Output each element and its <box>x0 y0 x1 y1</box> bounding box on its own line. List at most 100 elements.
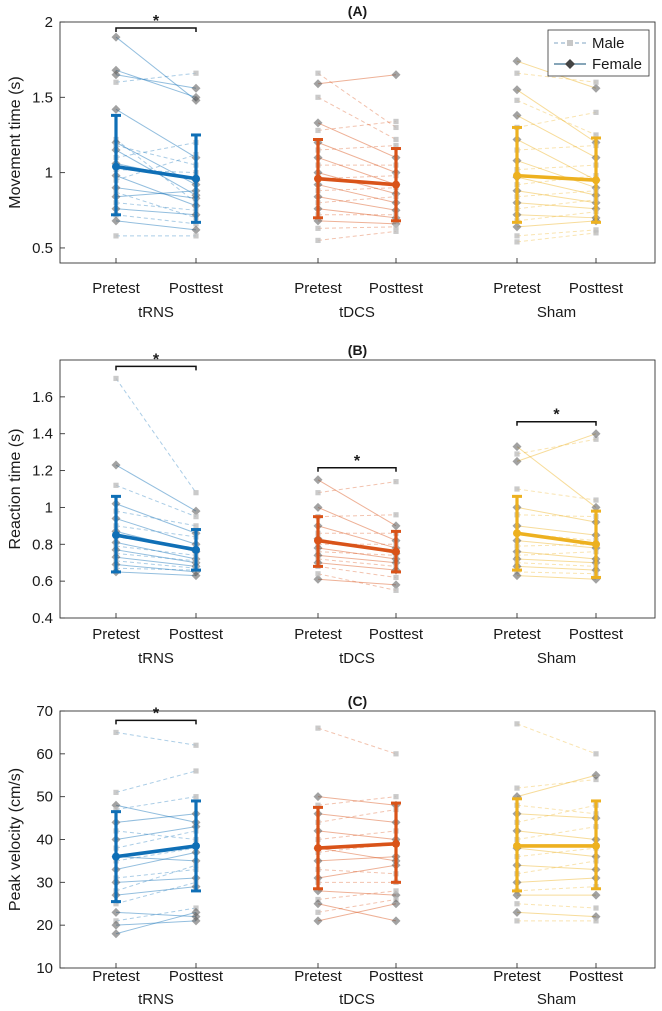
subject-line-male <box>516 543 597 547</box>
subject-point-male <box>393 512 399 518</box>
subject-point-male <box>315 725 321 731</box>
subject-line-female <box>317 578 397 586</box>
subject-line-female <box>317 479 397 527</box>
y-tick-label: 40 <box>36 832 53 849</box>
subject-line-male <box>317 196 397 204</box>
subject-line-male <box>516 199 597 210</box>
subject-line-male <box>317 830 397 840</box>
subject-point-female <box>591 83 601 93</box>
subject-point-male <box>393 228 399 234</box>
subject-line-male <box>516 860 597 875</box>
subject-line-female <box>516 433 597 462</box>
subject-line-male <box>317 187 397 192</box>
subject-point-male <box>514 486 520 492</box>
subject-line-male <box>516 514 597 518</box>
subject-line-female <box>317 903 397 922</box>
subject-line-male <box>115 553 197 562</box>
subject-line-female <box>516 911 597 918</box>
subject-line-male <box>516 488 597 501</box>
subject-line-female <box>317 74 397 85</box>
group-label: tDCS <box>339 304 375 321</box>
group-label: tRNS <box>138 991 174 1008</box>
subject-point-female <box>111 104 121 114</box>
subject-line-male <box>516 229 597 237</box>
subject-point-male <box>113 901 119 907</box>
subject-point-male <box>593 905 599 911</box>
subject-point-female <box>313 792 323 802</box>
subject-line-female <box>115 503 197 534</box>
mean-line <box>317 176 397 187</box>
panel-title: (A) <box>348 3 367 19</box>
x-tick-label: Pretest <box>294 280 342 297</box>
subject-line-female <box>317 196 397 211</box>
subject-point-female <box>191 83 201 93</box>
subject-point-male <box>593 227 599 233</box>
plot-frame <box>59 359 656 619</box>
subject-line-male <box>317 226 397 229</box>
subject-point-male <box>393 794 399 800</box>
subject-line-male <box>115 864 197 892</box>
mean-point <box>392 547 400 556</box>
x-tick-label: Posttest <box>569 280 624 297</box>
subject-line-female <box>115 208 197 216</box>
subject-line-female <box>516 565 597 571</box>
mean-point <box>112 852 120 861</box>
subject-point-female <box>313 502 323 512</box>
subject-line-male <box>115 484 197 518</box>
subject-point-male <box>113 79 119 85</box>
mean-point <box>392 180 400 189</box>
subject-line-female <box>115 911 197 918</box>
subject-line-female <box>115 69 197 98</box>
subject-point-female <box>512 56 522 66</box>
subject-line-male <box>317 558 397 567</box>
subject-point-male <box>113 806 119 813</box>
subject-point-male <box>514 451 520 457</box>
subject-point-female <box>512 442 522 452</box>
subject-line-female <box>115 851 197 870</box>
mean-point <box>513 529 521 538</box>
subject-point-female <box>111 929 121 939</box>
series-tDCS <box>313 475 401 593</box>
mean-point <box>314 536 322 545</box>
y-tick-label: 0.8 <box>32 536 53 553</box>
x-tick-label: Pretest <box>92 626 140 643</box>
mean-line <box>115 533 197 552</box>
panel-2: (B) 0.4 0.6 0.8 1 1.2 1.4 1.6 Reaction time (s) P… <box>7 342 656 667</box>
y-tick-label: 0.5 <box>32 240 53 257</box>
subject-line-male <box>115 202 197 211</box>
subject-point-male <box>393 142 399 149</box>
subject-line-female <box>317 122 397 159</box>
subject-line-female <box>115 826 197 840</box>
subject-point-male <box>193 742 199 748</box>
y-tick-label: 50 <box>36 789 53 806</box>
subject-line-female <box>317 220 397 225</box>
subject-line-male <box>516 886 597 892</box>
subject-line-male <box>115 378 197 493</box>
subject-line-female <box>317 830 397 840</box>
subject-point-male <box>315 909 321 915</box>
subject-point-male <box>113 375 119 382</box>
series-tRNS <box>111 32 201 239</box>
subject-line-male <box>115 169 197 174</box>
subject-line-female <box>516 160 597 189</box>
subject-line-male <box>516 551 597 556</box>
subject-line-male <box>516 847 597 858</box>
subject-line-female <box>516 202 597 210</box>
subject-point-male <box>193 794 199 800</box>
x-tick-label: Posttest <box>169 626 224 643</box>
subject-line-male <box>115 770 197 793</box>
series-tDCS <box>313 70 401 244</box>
subject-point-male <box>193 523 199 529</box>
subject-point-female <box>512 571 522 581</box>
subject-point-female <box>512 907 522 917</box>
subject-line-female <box>516 114 597 159</box>
subject-point-male <box>593 497 599 503</box>
subject-line-female <box>317 547 397 560</box>
subject-point-female <box>391 70 401 80</box>
mean-point <box>112 162 120 171</box>
subject-point-female <box>313 118 323 128</box>
subject-point-male <box>315 94 321 100</box>
y-tick-label: 0.6 <box>32 573 53 590</box>
subject-line-male <box>516 72 597 83</box>
